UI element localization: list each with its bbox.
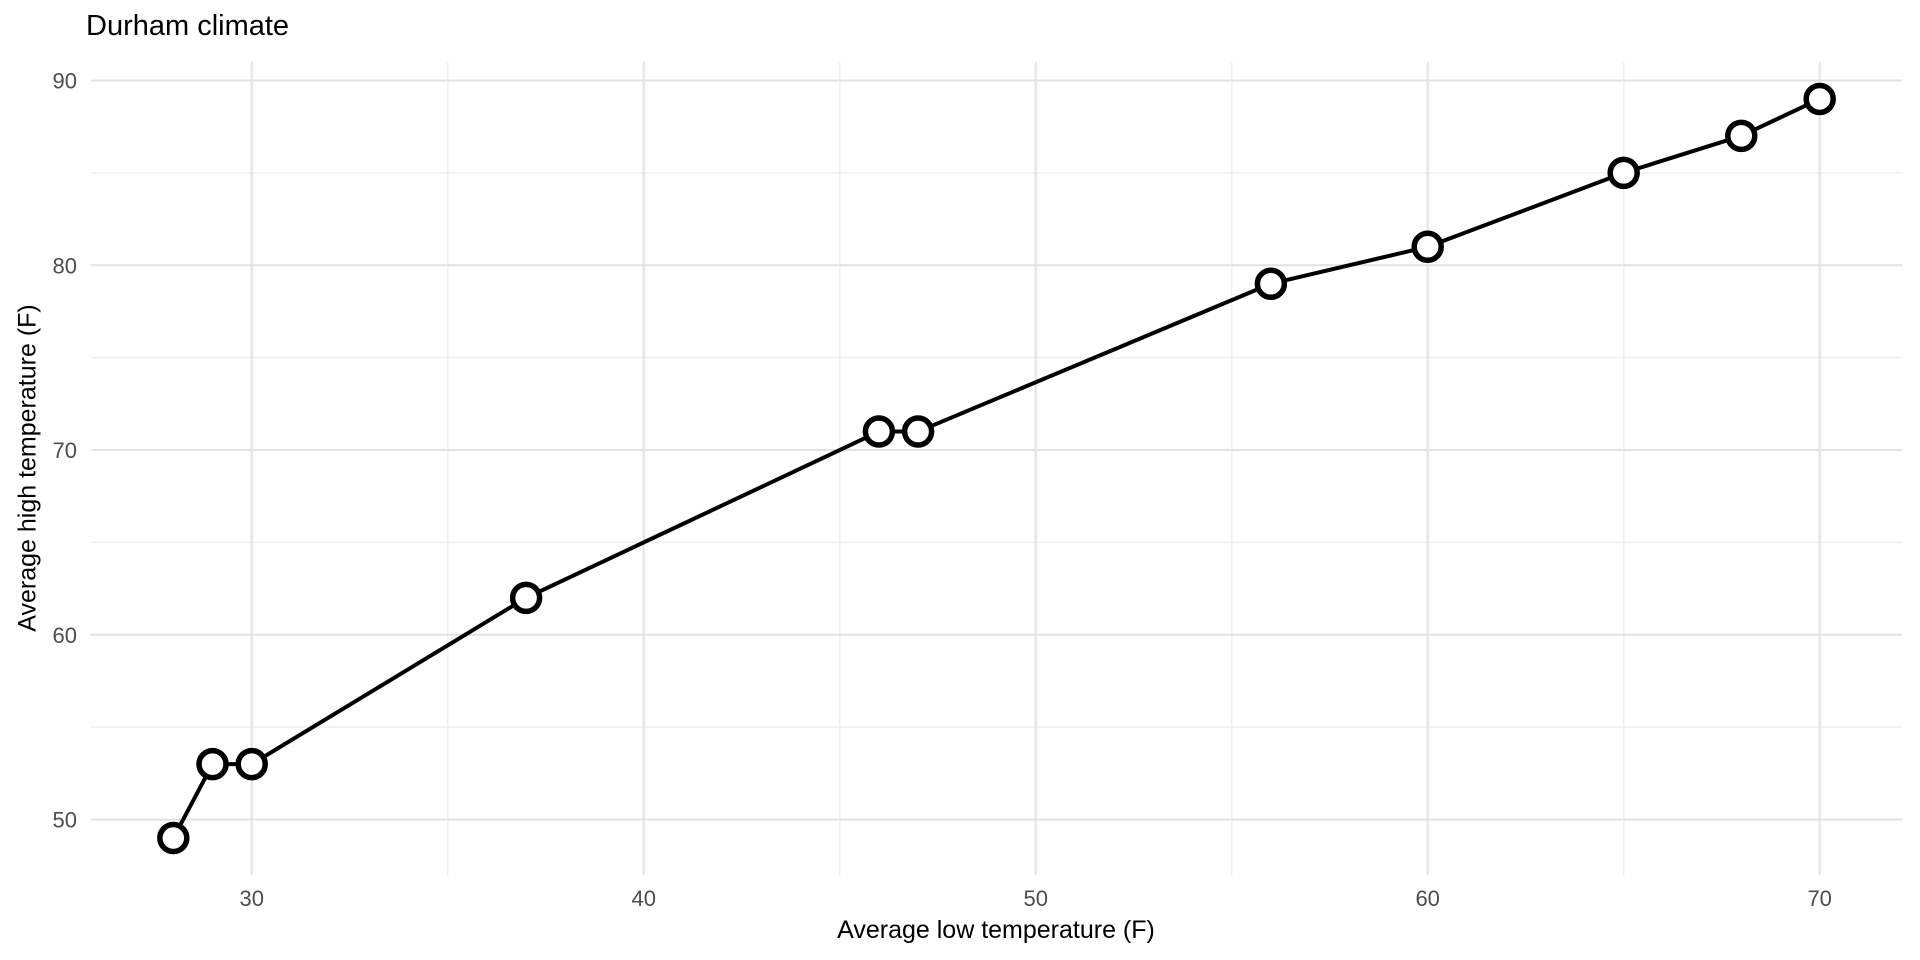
x-tick-label: 60: [1415, 886, 1439, 911]
y-tick-label: 70: [53, 438, 77, 463]
y-tick-label: 60: [53, 623, 77, 648]
data-point: [1725, 119, 1758, 153]
data-point: [1607, 156, 1640, 190]
x-tick-label: 70: [1807, 886, 1831, 911]
x-axis-title: Average low temperature (F): [837, 916, 1155, 944]
y-tick-label: 90: [53, 68, 77, 93]
data-point: [1411, 230, 1444, 264]
data-point: [901, 415, 935, 448]
x-tick-label: 30: [239, 886, 263, 911]
data-point: [235, 747, 268, 781]
data-point: [862, 415, 896, 448]
data-point: [196, 747, 229, 781]
x-tick-label: 50: [1023, 886, 1047, 911]
y-tick-label: 80: [53, 253, 77, 278]
data-point: [1803, 82, 1836, 116]
chart-title: Durham climate: [86, 10, 290, 42]
data-point: [157, 821, 190, 855]
y-axis-title: Average high temperature (F): [13, 304, 42, 632]
data-point: [1254, 267, 1288, 300]
data-point: [509, 581, 543, 615]
y-tick-label: 50: [53, 808, 77, 833]
x-tick-label: 40: [631, 886, 655, 911]
